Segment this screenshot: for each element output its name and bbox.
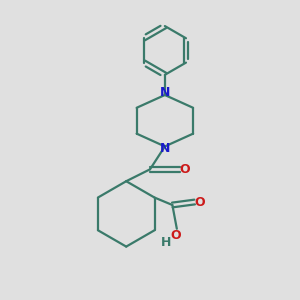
Text: O: O	[180, 163, 190, 176]
Text: O: O	[195, 196, 205, 208]
Text: H: H	[161, 236, 172, 249]
Text: N: N	[160, 142, 170, 155]
Text: N: N	[160, 86, 170, 99]
Text: O: O	[170, 229, 181, 242]
